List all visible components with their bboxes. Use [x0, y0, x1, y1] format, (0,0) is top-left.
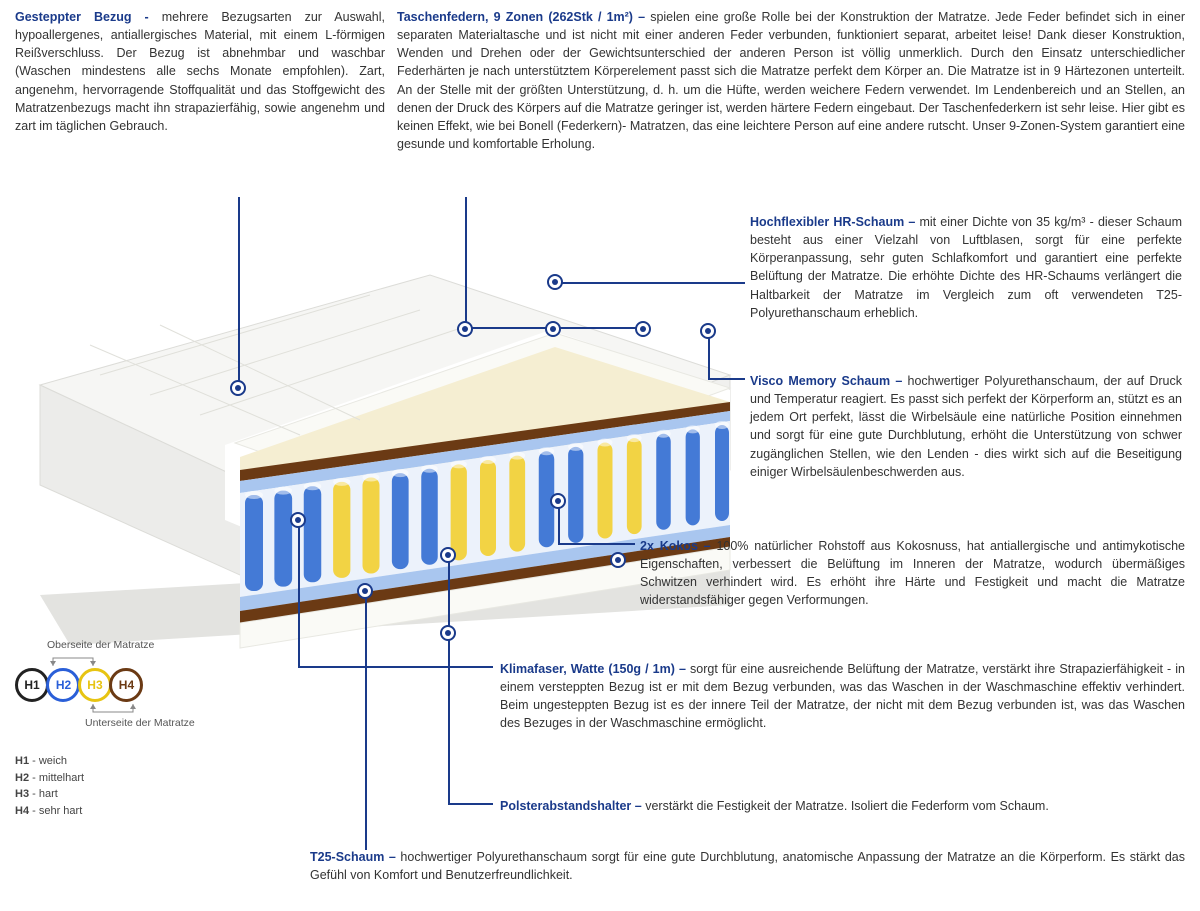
visco-body: hochwertiger Polyurethanschaum, der auf …: [750, 374, 1182, 479]
hardness-bottom-label: Unterseite der Matratze: [85, 716, 235, 731]
block-klima: Klimafaser, Watte (150g / 1m) – sorgt fü…: [500, 660, 1185, 733]
t25-body: hochwertiger Polyurethanschaum sorgt für…: [310, 850, 1185, 882]
ring-h2: H2: [46, 668, 80, 702]
hardness-top-label: Oberseite der Matratze: [47, 638, 235, 653]
springs-body: spielen eine große Rolle bei der Konstru…: [397, 10, 1185, 151]
springs-title: Taschenfedern, 9 Zonen (262Stk / 1m²) –: [397, 10, 650, 24]
block-polster: Polsterabstandshalter – verstärkt die Fe…: [500, 797, 1185, 815]
hardness-list: H1 - weich H2 - mittelhart H3 - hart H4 …: [15, 753, 235, 819]
ring-h3: H3: [78, 668, 112, 702]
dot-springs-3: [635, 321, 651, 337]
leader-polster-v: [448, 555, 450, 805]
mattress-illustration: (function(){ const g=document.getElement…: [10, 225, 750, 655]
block-kokos: 2x Kokos – 100% natürlicher Rohstoff aus…: [640, 537, 1185, 610]
dot-polster-1: [440, 547, 456, 563]
leader-springs-v: [465, 197, 467, 327]
leader-cover: [238, 197, 240, 383]
hr-body: mit einer Dichte von 35 kg/m³ - dieser S…: [750, 215, 1182, 320]
hardness-arrows-top: [33, 656, 213, 668]
leader-klima-v: [298, 520, 300, 668]
dot-kokos-1: [550, 493, 566, 509]
hardness-rings: H1 H2 H3 H4: [15, 668, 235, 702]
dot-polster-2: [440, 625, 456, 641]
visco-title: Visco Memory Schaum –: [750, 374, 908, 388]
t25-title: T25-Schaum –: [310, 850, 400, 864]
dot-springs-2: [545, 321, 561, 337]
leader-visco: [710, 378, 745, 380]
klima-title: Klimafaser, Watte (150g / 1m) –: [500, 662, 690, 676]
kokos-title: 2x Kokos –: [640, 539, 716, 553]
page-root: Gesteppter Bezug - mehrere Bezugsarten z…: [0, 0, 1200, 911]
polster-body: verstärkt die Festigkeit der Matratze. I…: [645, 799, 1049, 813]
legend-h3: H3 - hart: [15, 786, 235, 803]
ring-h4: H4: [109, 668, 143, 702]
dot-springs-1: [457, 321, 473, 337]
kokos-body: 100% natürlicher Rohstoff aus Kokosnuss,…: [640, 539, 1185, 607]
leader-hr: [555, 282, 745, 284]
block-springs: Taschenfedern, 9 Zonen (262Stk / 1m²) – …: [397, 8, 1185, 153]
dot-hr: [547, 274, 563, 290]
dot-kokos-2: [610, 552, 626, 568]
hardness-legend: Oberseite der Matratze H1 H2 H3 H4 Unter…: [15, 638, 235, 819]
block-t25: T25-Schaum – hochwertiger Polyurethansch…: [310, 848, 1185, 884]
leader-t25-v: [365, 590, 367, 850]
block-cover: Gesteppter Bezug - mehrere Bezugsarten z…: [15, 8, 385, 135]
polster-title: Polsterabstandshalter –: [500, 799, 645, 813]
ring-h1: H1: [15, 668, 49, 702]
legend-h2: H2 - mittelhart: [15, 770, 235, 787]
dot-klima: [290, 512, 306, 528]
cover-body: mehrere Bezugsarten zur Auswahl, hypoall…: [15, 10, 385, 133]
dot-visco: [700, 323, 716, 339]
block-hr: Hochflexibler HR-Schaum – mit einer Dich…: [750, 213, 1182, 322]
leader-kokos-h: [560, 543, 635, 545]
hr-title: Hochflexibler HR-Schaum –: [750, 215, 919, 229]
block-visco: Visco Memory Schaum – hochwertiger Polyu…: [750, 372, 1182, 481]
hardness-arrows-bottom: [73, 702, 253, 714]
legend-h4: H4 - sehr hart: [15, 803, 235, 820]
dot-t25: [357, 583, 373, 599]
cover-title: Gesteppter Bezug -: [15, 10, 162, 24]
leader-polster-h: [448, 803, 493, 805]
legend-h1: H1 - weich: [15, 753, 235, 770]
leader-klima-h: [298, 666, 493, 668]
dot-cover: [230, 380, 246, 396]
